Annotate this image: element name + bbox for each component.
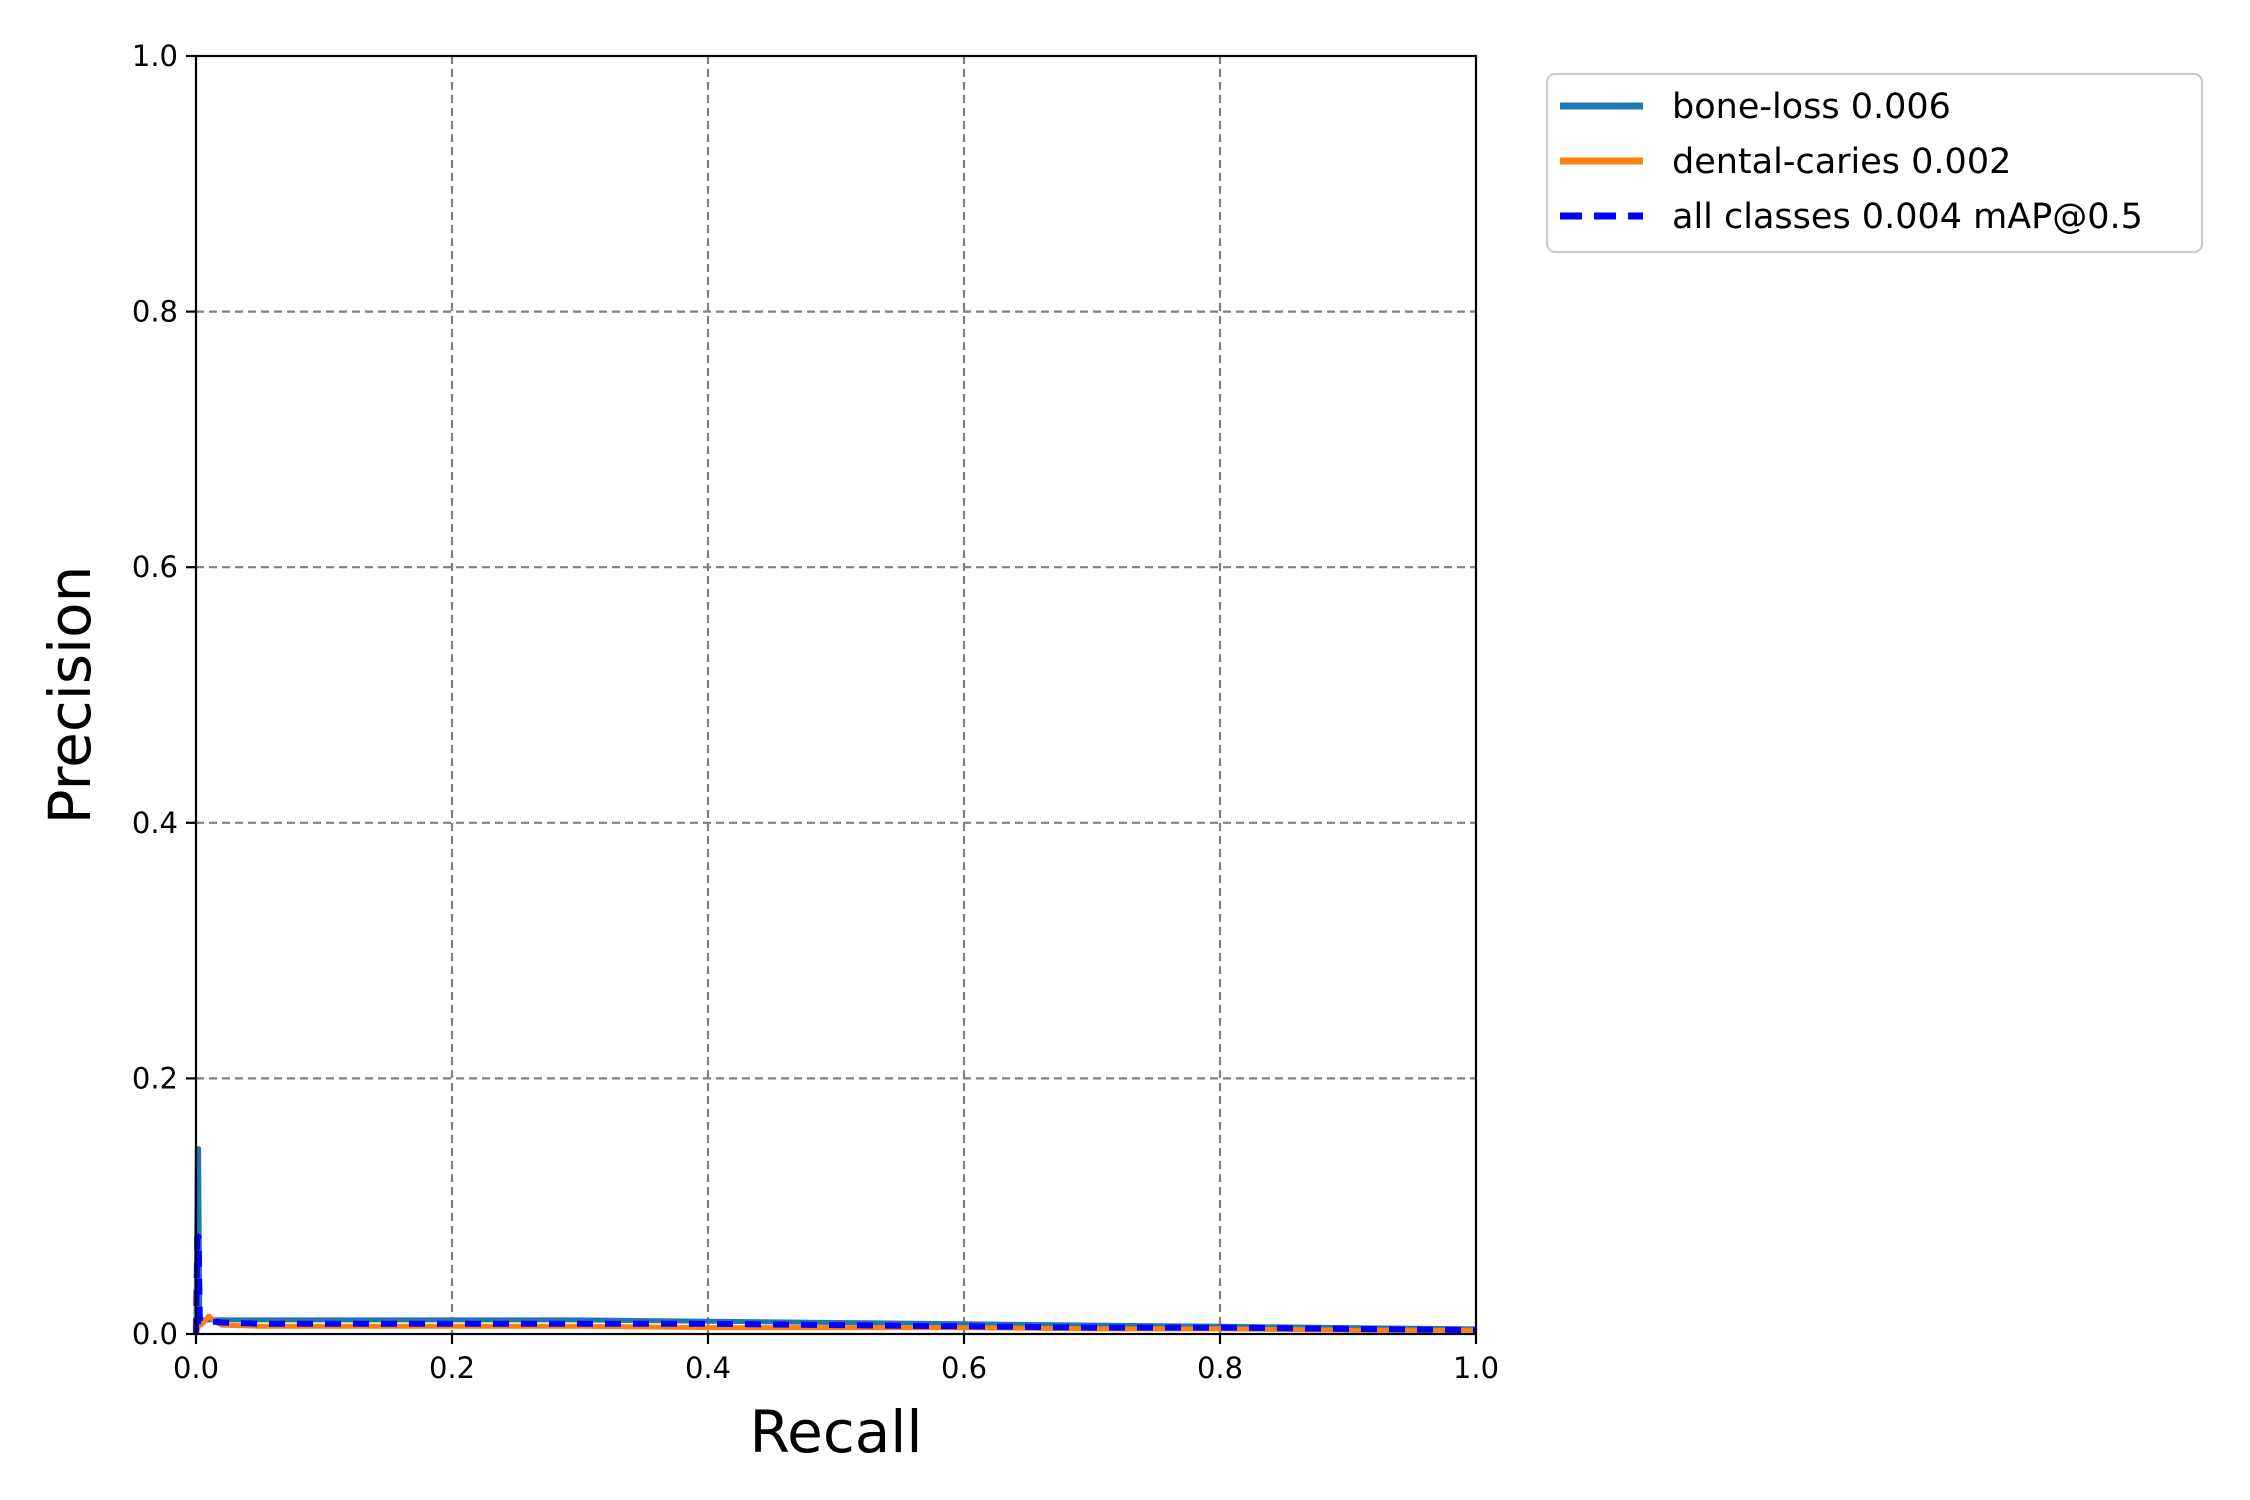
y-tick-label: 0.8 (132, 295, 178, 329)
legend-label-0: bone-loss 0.006 (1672, 87, 1951, 127)
y-tick-label: 1.0 (132, 39, 178, 73)
plot-frame (194, 54, 1478, 1336)
y-tick-label: 0.0 (132, 1317, 178, 1351)
legend-label-1: dental-caries 0.002 (1672, 142, 2011, 182)
x-tick-label: 1.0 (1453, 1351, 1499, 1385)
x-axis-label: Recall (749, 1398, 922, 1466)
legend-label-2: all classes 0.004 mAP@0.5 (1672, 197, 2143, 237)
series-lines (193, 1146, 1477, 1335)
x-tick-label: 0.0 (173, 1351, 219, 1385)
x-tick-label: 0.4 (685, 1351, 731, 1385)
y-tick-label: 0.4 (132, 806, 178, 840)
y-tick-label: 0.2 (132, 1061, 178, 1095)
legend-entries: bone-loss 0.006 dental-caries 0.002 all cl… (1560, 87, 2143, 237)
x-axis-ticks: 0.0 0.2 0.4 0.6 0.8 1.0 (173, 1334, 1499, 1385)
y-axis-ticks: 0.0 0.2 0.4 0.6 0.8 1.0 (132, 39, 196, 1351)
grid (196, 56, 1476, 1334)
series-line-2 (193, 1233, 1477, 1335)
x-tick-label: 0.2 (429, 1351, 475, 1385)
x-tick-label: 0.8 (1197, 1351, 1243, 1385)
legend-frame (1545, 72, 2204, 254)
x-tick-label: 0.6 (941, 1351, 987, 1385)
legend: bone-loss 0.006 dental-caries 0.002 all cl… (1545, 72, 2204, 254)
y-axis-label: Precision (36, 566, 104, 825)
y-tick-label: 0.6 (132, 550, 178, 584)
